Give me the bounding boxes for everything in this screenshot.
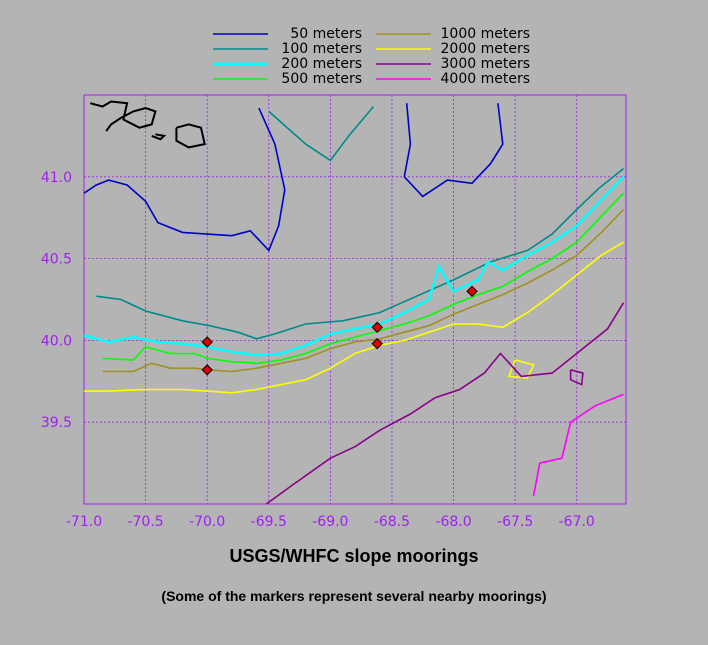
mooring-marker xyxy=(201,336,213,348)
coastline xyxy=(151,133,167,141)
x-tick-label: -69.0 xyxy=(312,514,348,530)
chart-title: USGS/WHFC slope moorings xyxy=(229,546,479,566)
isobath-200-meters xyxy=(83,175,625,357)
x-axis-ticks: -71.0 -70.5 -70.0 -69.5 -69.0 -68.5 -68.0 -67.5… xyxy=(66,514,595,530)
isobath-1000-meters xyxy=(102,208,625,373)
mooring-marker xyxy=(371,321,383,334)
chart-subtitle: (Some of the markers represent several n… xyxy=(161,588,547,604)
legend-label-1000-meters: 1000 meters xyxy=(441,26,530,42)
x-tick-label: -70.5 xyxy=(127,514,163,530)
plot-area xyxy=(83,100,625,505)
y-tick-label: 40.5 xyxy=(41,252,72,268)
isobath-4000-meters xyxy=(532,393,624,496)
mooring-marker xyxy=(201,364,213,376)
isobath-100-meters xyxy=(268,105,375,162)
x-tick-label: -70.0 xyxy=(189,514,225,530)
x-tick-label: -69.5 xyxy=(251,514,287,530)
isobath-100-meters xyxy=(96,167,625,340)
coastline xyxy=(175,123,206,149)
isobath-3000-meters xyxy=(569,369,584,386)
isobath-3000-meters xyxy=(265,302,625,505)
gridlines xyxy=(83,94,627,505)
legend-label-100-meters: 100 meters xyxy=(281,41,362,57)
legend-label-500-meters: 500 meters xyxy=(281,71,362,87)
y-tick-label: 40.0 xyxy=(41,333,72,349)
isobath-50-meters xyxy=(83,107,286,252)
x-tick-label: -68.5 xyxy=(374,514,410,530)
legend-label-3000-meters: 3000 meters xyxy=(441,56,530,72)
legend-label-50-meters: 50 meters xyxy=(290,26,362,42)
isobath-500-meters xyxy=(102,192,625,365)
legend-label-4000-meters: 4000 meters xyxy=(441,71,530,87)
x-tick-label: -67.5 xyxy=(497,514,533,530)
legend-label-2000-meters: 2000 meters xyxy=(441,41,530,57)
y-axis-ticks: 39.5 40.0 40.5 41.0 xyxy=(41,170,72,431)
x-tick-label: -67.0 xyxy=(559,514,595,530)
x-tick-label: -71.0 xyxy=(66,514,102,530)
y-tick-label: 41.0 xyxy=(41,170,72,186)
legend-label-200-meters: 200 meters xyxy=(281,56,362,72)
mooring-marker xyxy=(466,285,478,298)
mooring-marker xyxy=(371,337,383,350)
y-tick-label: 39.5 xyxy=(41,415,72,431)
isobath-50-meters xyxy=(403,103,504,198)
x-tick-label: -68.0 xyxy=(435,514,471,530)
isobath-2000-meters xyxy=(84,241,624,394)
coastline xyxy=(89,100,157,132)
isobath-2000-meters xyxy=(507,359,535,379)
